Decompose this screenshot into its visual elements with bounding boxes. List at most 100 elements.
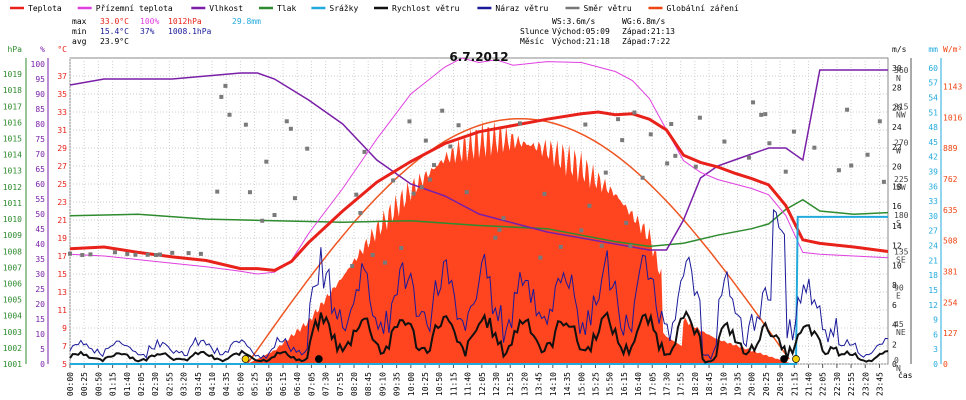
- axis-rain-tick-label: 6: [933, 330, 938, 339]
- wind-direction-point: [493, 235, 498, 240]
- axis-rain-tick-label: 36: [928, 182, 938, 191]
- legend-label: Globální záření: [667, 4, 739, 13]
- x-tick-label: 17:05: [648, 372, 657, 396]
- axis-hpa-tick-label: 1009: [3, 231, 22, 240]
- axis-radiation-tick-label: 762: [943, 175, 958, 184]
- axis-rain-tick-label: 51: [928, 108, 938, 117]
- info-moon-label: Měsíc: [520, 37, 544, 46]
- axis-humidity-tick-label: 75: [35, 135, 45, 144]
- info-moonset: Západ:7:22: [622, 37, 670, 46]
- axis-temperature-tick-label: 37: [57, 72, 67, 81]
- axis-temperature-tick-label: 15: [57, 270, 67, 279]
- stat-value: 15.4°C: [100, 27, 129, 36]
- x-tick-label: 15:00: [577, 372, 586, 396]
- info-sun-label: Slunce: [520, 27, 549, 36]
- axis-direction-label: W: [896, 147, 901, 156]
- axis-rain-tick-label: 45: [928, 138, 938, 147]
- x-tick-label: 22:55: [847, 372, 856, 396]
- axis-radiation-tick-label: 889: [943, 144, 958, 153]
- axis-wind-speed-tick-label: 0: [892, 360, 897, 369]
- wind-direction-point: [284, 119, 289, 124]
- x-tick-label: 15:50: [606, 372, 615, 396]
- axis-hpa-tick-label: 1001: [3, 360, 22, 369]
- wind-direction-point: [198, 251, 203, 256]
- axis-radiation-tick-label: 1016: [943, 113, 962, 122]
- x-axis-label: čas: [898, 370, 913, 380]
- axis-direction-label: SE: [896, 255, 906, 264]
- x-tick-label: 23:20: [861, 372, 870, 396]
- legend-label: Vlhkost: [209, 4, 243, 13]
- wind-direction-point: [599, 243, 604, 248]
- axis-hpa-tick-label: 1003: [3, 328, 22, 337]
- axis-rain-tick-label: 9: [933, 316, 938, 325]
- axis-radiation-tick-label: 381: [943, 267, 958, 276]
- wind-direction-point: [673, 153, 678, 158]
- axis-temperature-tick-label: 21: [57, 216, 67, 225]
- info-sunrise: Východ:05:09: [552, 27, 610, 36]
- wind-direction-point: [783, 169, 788, 174]
- wind-direction-point: [464, 190, 469, 195]
- x-tick-label: 22:30: [833, 372, 842, 396]
- wind-direction-point: [759, 112, 764, 117]
- wind-direction-point: [305, 146, 310, 151]
- axis-rain-tick-label: 42: [928, 153, 938, 162]
- axis-hpa-tick-label: 1013: [3, 167, 22, 176]
- wind-direction-point: [68, 251, 72, 256]
- axis-radiation-unit: W/m²: [943, 45, 962, 54]
- axis-wind-speed-tick-label: 30: [892, 64, 902, 73]
- x-tick-label: 12:30: [492, 372, 501, 396]
- wind-direction-point: [767, 141, 772, 146]
- x-tick-label: 20:00: [748, 372, 757, 396]
- x-tick-label: 18:45: [705, 372, 714, 396]
- axis-direction-value: 360: [894, 66, 909, 75]
- x-tick-label: 00:00: [66, 372, 75, 396]
- axis-humidity-tick-label: 70: [35, 150, 45, 159]
- stat-value: 37%: [140, 27, 155, 36]
- axis-hpa-tick-label: 1004: [3, 312, 22, 321]
- stat-value: 1008.1hPa: [168, 27, 212, 36]
- x-tick-label: 09:10: [378, 372, 387, 396]
- wind-direction-point: [133, 252, 138, 257]
- axis-humidity-tick-label: 0: [40, 360, 45, 369]
- moon-marker: [792, 355, 800, 363]
- wind-direction-point: [845, 107, 850, 112]
- axis-hpa-tick-label: 1002: [3, 344, 22, 353]
- axis-hpa-tick-label: 1005: [3, 296, 22, 305]
- wind-direction-point: [358, 210, 363, 215]
- axis-direction-value: 270: [894, 139, 909, 148]
- axis-temperature-tick-label: 11: [57, 306, 67, 315]
- wind-direction-point: [157, 252, 162, 257]
- wind-direction-point: [260, 218, 265, 223]
- series-line-rychlost-vetru: [69, 309, 889, 364]
- axis-rain-tick-label: 30: [928, 212, 938, 221]
- wind-direction-point: [153, 253, 158, 258]
- axis-radiation-tick-label: 1143: [943, 82, 962, 91]
- axis-direction-value: 225: [894, 175, 909, 184]
- wind-direction-point: [362, 149, 367, 154]
- axis-rain-tick-label: 24: [928, 242, 938, 251]
- axis-temperature-tick-label: 19: [57, 234, 67, 243]
- x-tick-label: 04:10: [208, 372, 217, 396]
- axis-temperature-tick-label: 31: [57, 126, 67, 135]
- legend-label: Náraz větru: [495, 4, 548, 13]
- series-line-teplota: [69, 110, 889, 272]
- x-tick-label: 11:40: [464, 372, 473, 396]
- x-tick-label: 05:00: [236, 372, 245, 396]
- axis-direction-value: 315: [894, 102, 909, 111]
- axis-humidity-tick-label: 90: [35, 90, 45, 99]
- axis-humidity-unit: %: [40, 45, 45, 54]
- stat-value: 29.8mm: [232, 17, 261, 26]
- axis-humidity-tick-label: 35: [35, 255, 45, 264]
- axis-direction-label: NE: [896, 328, 906, 337]
- info-ws: WS:3.6m/s: [552, 17, 596, 26]
- axis-temperature-tick-label: 27: [57, 162, 67, 171]
- axis-hpa-tick-label: 1014: [3, 151, 22, 160]
- x-tick-label: 03:20: [180, 372, 189, 396]
- axis-hpa-tick-label: 1012: [3, 183, 22, 192]
- x-tick-label: 02:30: [151, 372, 160, 396]
- wind-direction-point: [640, 175, 645, 180]
- axis-humidity-tick-label: 100: [31, 60, 46, 69]
- wind-direction-point: [812, 145, 817, 150]
